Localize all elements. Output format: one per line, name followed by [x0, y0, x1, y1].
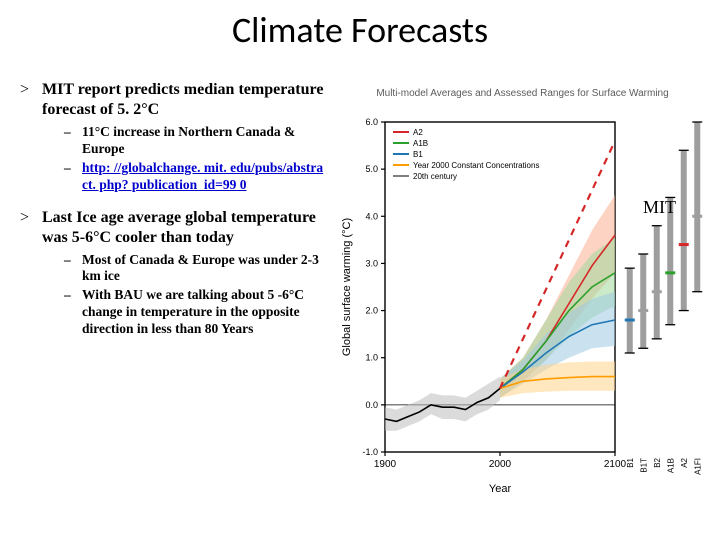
bullet-1: MIT report predicts median temperature f… [20, 80, 325, 194]
svg-text:Year: Year [489, 483, 512, 495]
svg-text:1.0: 1.0 [365, 353, 378, 363]
svg-text:-1.0: -1.0 [362, 447, 378, 457]
svg-text:2100: 2100 [604, 459, 627, 470]
mit-annotation: MIT [643, 197, 676, 218]
body-text: MIT report predicts median temperature f… [20, 80, 325, 352]
bullet-1-text: MIT report predicts median temperature f… [42, 81, 323, 118]
svg-text:A2: A2 [680, 457, 689, 467]
svg-text:Year 2000 Constant Concentrati: Year 2000 Constant Concentrations [413, 161, 539, 170]
slide: Climate Forecasts MIT report predicts me… [0, 0, 720, 540]
svg-text:B2: B2 [653, 457, 662, 467]
bullet-2-text: Last Ice age average global temperature … [42, 209, 316, 246]
svg-text:B1T: B1T [639, 458, 648, 473]
svg-text:Global surface warming (°C): Global surface warming (°C) [341, 218, 353, 356]
svg-text:A1FI: A1FI [693, 458, 702, 475]
bullet-2: Last Ice age average global temperature … [20, 208, 325, 338]
svg-text:Multi-model Averages and Asses: Multi-model Averages and Assessed Ranges… [376, 88, 668, 99]
svg-text:A1B: A1B [413, 139, 428, 148]
bullet-2b: With BAU we are talking about 5 -6°C cha… [64, 287, 325, 338]
warming-chart: Multi-model Averages and Assessed Ranges… [335, 82, 710, 502]
svg-text:20th century: 20th century [413, 172, 457, 181]
bullet-2a: Most of Canada & Europe was under 2-3 km… [64, 252, 325, 286]
bullet-1a: 11°C increase in Northern Canada & Europ… [64, 124, 325, 158]
svg-text:5.0: 5.0 [365, 164, 378, 174]
svg-text:1900: 1900 [374, 459, 397, 470]
svg-text:2000: 2000 [489, 459, 512, 470]
svg-text:0.0: 0.0 [365, 400, 378, 410]
svg-text:A2: A2 [413, 128, 423, 137]
svg-text:B1: B1 [626, 457, 635, 467]
svg-text:6.0: 6.0 [365, 117, 378, 127]
mit-link[interactable]: http: //globalchange. mit. edu/pubs/abst… [82, 160, 323, 192]
slide-title: Climate Forecasts [0, 8, 720, 52]
svg-text:2.0: 2.0 [365, 306, 378, 316]
bullet-1b: http: //globalchange. mit. edu/pubs/abst… [64, 160, 325, 194]
svg-text:B1: B1 [413, 150, 423, 159]
svg-text:A1B: A1B [666, 458, 675, 473]
svg-text:3.0: 3.0 [365, 258, 378, 268]
svg-text:4.0: 4.0 [365, 211, 378, 221]
